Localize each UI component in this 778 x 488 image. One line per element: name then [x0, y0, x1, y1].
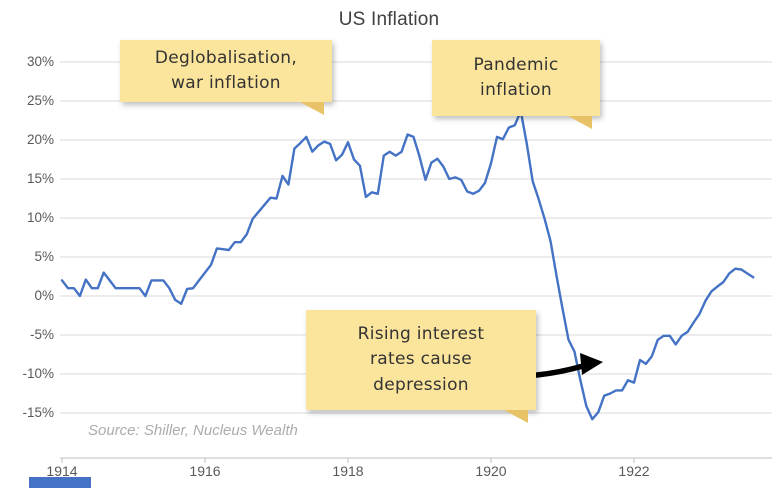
- depression-arrow-icon: [534, 353, 603, 378]
- x-axis-label: 1922: [618, 463, 650, 479]
- y-axis-label: 25%: [26, 93, 54, 108]
- y-axis-label: 10%: [26, 210, 54, 225]
- inflation-series-line: [60, 109, 755, 421]
- sticky-note-pandemic: Pandemic inflation: [432, 40, 600, 129]
- series-layer: [60, 109, 755, 421]
- x-axis-label: 1916: [189, 463, 221, 479]
- y-axis-label: -5%: [29, 327, 54, 342]
- source-attribution: Source: Shiller, Nucleus Wealth: [88, 422, 298, 439]
- x-axis-label: 1918: [332, 463, 364, 479]
- bottom-left-blue-fragment: [29, 477, 91, 488]
- y-axis-label: 0%: [34, 288, 54, 303]
- y-axis-label: 20%: [26, 132, 54, 147]
- sticky-note-depression: Rising interest rates cause depression: [306, 310, 536, 423]
- y-axis-label: 5%: [34, 249, 54, 264]
- y-axis-label: 15%: [26, 171, 54, 186]
- x-axis-label: 1920: [475, 463, 507, 479]
- chart-title: US Inflation: [338, 9, 440, 30]
- y-axis-label: -10%: [22, 366, 54, 381]
- y-axis-label: 30%: [26, 54, 54, 69]
- y-axis-label: -15%: [22, 405, 54, 420]
- x-axis-label: 1914: [46, 463, 78, 479]
- sticky-note-deglobalisation: Deglobalisation, war inflation: [120, 40, 332, 115]
